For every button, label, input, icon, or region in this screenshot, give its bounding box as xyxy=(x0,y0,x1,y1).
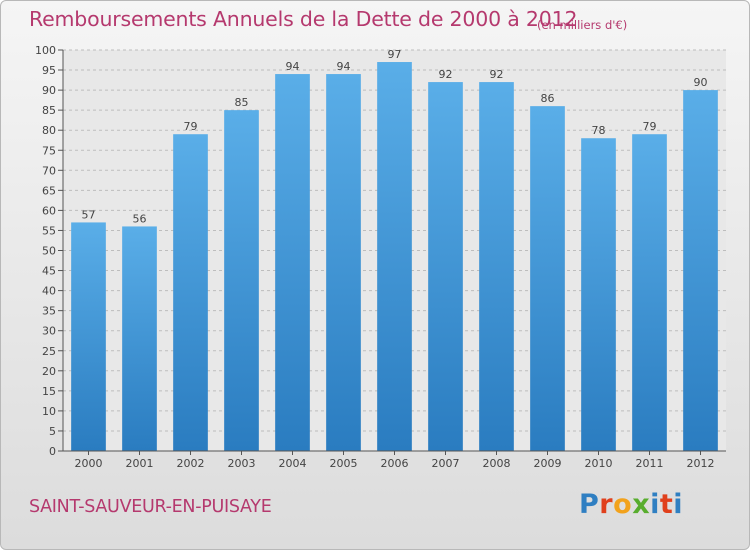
x-tick-label: 2012 xyxy=(687,457,715,470)
y-tick-label: 60 xyxy=(42,204,56,217)
bar-value-label: 79 xyxy=(643,120,657,133)
chart-title: Remboursements Annuels de la Dette de 20… xyxy=(29,7,578,31)
y-tick-label: 70 xyxy=(42,164,56,177)
y-tick-label: 55 xyxy=(42,224,56,237)
bar-value-label: 92 xyxy=(439,68,453,81)
y-tick-label: 15 xyxy=(42,385,56,398)
logo-letter: i xyxy=(673,489,684,520)
bar-value-label: 94 xyxy=(286,60,300,73)
x-tick-label: 2008 xyxy=(483,457,511,470)
x-tick-label: 2010 xyxy=(585,457,613,470)
logo-letter: r xyxy=(599,489,614,520)
y-tick-label: 100 xyxy=(35,44,56,57)
bar-value-label: 78 xyxy=(592,124,606,137)
y-tick-label: 90 xyxy=(42,84,56,97)
bar xyxy=(428,82,463,451)
y-tick-label: 65 xyxy=(42,184,56,197)
value-labels: 57 56 79 85 94 94 97 92 92 86 78 79 90 xyxy=(82,48,708,225)
bar-value-label: 56 xyxy=(133,212,147,225)
y-tick-label: 5 xyxy=(49,425,56,438)
y-tick-label: 85 xyxy=(42,104,56,117)
axes: 0 5 10 15 20 25 30 35 40 45 50 55 60 65 70 75 80 85 90 95 10… xyxy=(35,44,726,470)
x-tick-label: 2001 xyxy=(126,457,154,470)
bar xyxy=(326,74,361,451)
y-tick-label: 35 xyxy=(42,305,56,318)
x-tick-label: 2004 xyxy=(279,457,307,470)
y-tick-label: 25 xyxy=(42,345,56,358)
y-tick-label: 0 xyxy=(49,445,56,458)
bar xyxy=(122,226,157,451)
y-tick-label: 80 xyxy=(42,124,56,137)
bar xyxy=(71,222,106,451)
y-tick-label: 95 xyxy=(42,64,56,77)
bar-value-label: 94 xyxy=(337,60,351,73)
x-tick-label: 2005 xyxy=(330,457,358,470)
bar xyxy=(683,90,718,451)
bar-value-label: 57 xyxy=(82,208,96,221)
bar xyxy=(581,138,616,451)
chart-subtitle: (en milliers d'€) xyxy=(537,18,628,32)
bar-value-label: 92 xyxy=(490,68,504,81)
x-tick-label: 2000 xyxy=(75,457,103,470)
location-name: SAINT-SAUVEUR-EN-PUISAYE xyxy=(29,497,272,517)
logo-letter: i xyxy=(650,489,660,520)
y-tick-label: 75 xyxy=(42,144,56,157)
y-tick-label: 30 xyxy=(42,325,56,338)
x-tick-label: 2007 xyxy=(432,457,460,470)
y-tick-label: 40 xyxy=(42,285,56,298)
y-tick-label: 50 xyxy=(42,245,56,258)
bar-value-label: 85 xyxy=(235,96,249,109)
y-tick-label: 45 xyxy=(42,265,56,278)
proxiti-logo: Proxiti xyxy=(579,489,683,520)
x-tick-label: 2006 xyxy=(381,457,409,470)
x-tick-label: 2011 xyxy=(636,457,664,470)
bar xyxy=(275,74,310,451)
logo-letter: o xyxy=(613,489,633,520)
y-tick-label: 20 xyxy=(42,365,56,378)
bar xyxy=(377,62,412,451)
bar xyxy=(479,82,514,451)
bar-value-label: 90 xyxy=(694,76,708,89)
bar xyxy=(632,134,667,451)
logo-letter: t xyxy=(659,489,674,520)
y-tick-label: 10 xyxy=(42,405,56,418)
bar-value-label: 79 xyxy=(184,120,198,133)
x-tick-label: 2009 xyxy=(534,457,562,470)
bar xyxy=(224,110,259,452)
x-tick-label: 2002 xyxy=(177,457,205,470)
bar-value-label: 97 xyxy=(388,48,402,61)
x-tick-label: 2003 xyxy=(228,457,256,470)
logo-letter: x xyxy=(632,489,651,520)
bar xyxy=(173,134,208,451)
bar-value-label: 86 xyxy=(541,92,555,105)
bar xyxy=(530,106,565,451)
bars xyxy=(71,62,718,452)
logo-letter: P xyxy=(579,489,600,520)
